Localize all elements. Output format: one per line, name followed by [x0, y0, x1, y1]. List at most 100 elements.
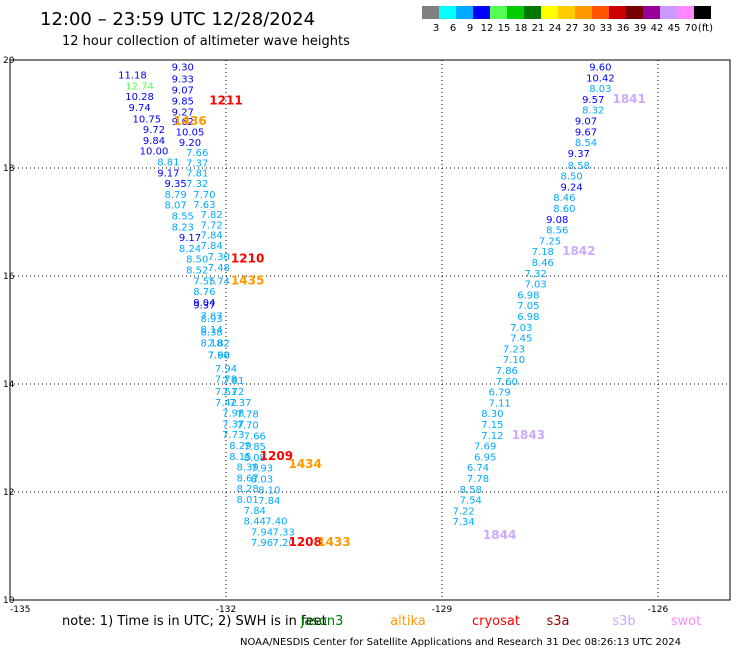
swh-point: 8.81: [157, 158, 179, 169]
swh-point: 9.07: [172, 86, 194, 97]
scale-label: 39: [634, 23, 647, 34]
pass-label: 1209: [260, 449, 293, 463]
swh-point: 9.27: [172, 107, 194, 118]
swh-point: 8.50: [186, 255, 208, 266]
swh-point: 8.54: [575, 138, 597, 149]
swh-point: 8.01: [236, 495, 258, 506]
swh-point: 7.37: [186, 159, 208, 170]
swh-point: 7.30: [208, 252, 230, 263]
swh-point: 7.93: [251, 464, 273, 475]
swh-point: 8.07: [164, 201, 186, 212]
swh-point: 7.63: [193, 200, 215, 211]
swh-point: 7.96: [251, 538, 273, 549]
y-tick-label: 20: [3, 56, 15, 66]
swh-point: 8.32: [582, 106, 604, 117]
swh-point: 7.33: [272, 527, 294, 538]
satellite-name: swot: [671, 614, 701, 629]
swh-point: 9.37: [193, 301, 215, 312]
scale-swatch: [575, 6, 592, 19]
pass-label: 1842: [562, 244, 595, 258]
x-tick-label: -129: [432, 605, 453, 615]
grid-lines: [10, 60, 730, 600]
scale-swatch: [541, 6, 558, 19]
swh-point: 7.70: [236, 421, 258, 432]
swh-point: 7.15: [481, 420, 503, 431]
y-tick-label: 10: [3, 596, 15, 606]
swh-point: 10.42: [586, 73, 615, 84]
swh-point: 7.20: [272, 538, 294, 549]
plot-frame: [9, 59, 731, 601]
color-scale-legend: 3 6 9 12 15 18 21 24 27 30 33 36 39 42 45 70 (ft): [422, 6, 713, 34]
y-tick-label: 14: [3, 380, 15, 390]
swh-point: 9.04: [193, 298, 215, 309]
scale-label: 12: [481, 23, 494, 34]
swh-point: 8.46: [532, 258, 554, 269]
swh-point: 7.73: [222, 430, 244, 441]
footer-note: note: 1) Time is in UTC; 2) SWH is in fe…: [62, 614, 327, 629]
swh-point: 8.55: [172, 212, 194, 223]
scale-swatch: [609, 6, 626, 19]
swh-point: 7.98: [208, 350, 230, 361]
swh-point: 8.30: [481, 409, 503, 420]
swh-point: 7.32: [524, 269, 546, 280]
swh-point: 7.98: [222, 409, 244, 420]
footer-credit: NOAA/NESDIS Center for Satellite Applica…: [240, 637, 681, 648]
satellite-name: s3a: [546, 614, 569, 629]
swh-point: 7.60: [496, 377, 518, 388]
x-tick-label: -132: [216, 605, 236, 615]
swh-point: 6.95: [474, 452, 496, 463]
swh-point: 7.84: [200, 230, 222, 241]
pass-label: 1436: [173, 114, 206, 128]
scale-label: 9: [467, 23, 473, 34]
satellite-name: cryosat: [472, 614, 520, 629]
scale-label: 70: [685, 23, 698, 34]
scale-swatch: [490, 6, 507, 19]
chart-title: 12:00 – 23:59 UTC 12/28/2024: [40, 9, 315, 30]
scale-swatch: [456, 6, 473, 19]
swh-point: 7.03: [524, 280, 546, 291]
y-tick-label: 12: [3, 488, 14, 498]
swh-point: 7.37: [229, 398, 251, 409]
scale-swatch: [643, 6, 660, 19]
x-tick-label: -126: [648, 605, 669, 615]
swh-point: 9.20: [179, 138, 201, 149]
swh-point: 7.55: [193, 276, 215, 287]
scale-label: 3: [433, 23, 439, 34]
scale-label: 27: [566, 23, 579, 34]
pass-label: 1208: [288, 535, 321, 549]
scale-swatch: [422, 6, 439, 19]
swh-point: 9.84: [143, 136, 165, 147]
swh-point: 9.08: [546, 215, 568, 226]
swh-point: 8.28: [236, 484, 258, 495]
scale-swatch: [660, 6, 677, 19]
swh-point: 9.35: [164, 179, 186, 190]
swh-point: 8.79: [164, 190, 186, 201]
swh-point: 7.54: [460, 496, 482, 507]
pass-label: 1433: [317, 535, 350, 549]
satellite-name: jason3: [300, 614, 344, 629]
swh-point: 7.85: [244, 442, 266, 453]
swh-point: 9.17: [179, 233, 201, 244]
pass-label: 1211: [209, 94, 242, 108]
swh-point: 7.11: [488, 398, 510, 409]
swh-point: 7.37: [222, 419, 244, 430]
swh-point: 7.32: [186, 179, 208, 190]
swh-point: 7.81: [186, 168, 208, 179]
satellite-legend: jason3 altika cryosat s3a s3b swot: [300, 614, 702, 629]
swh-point: 8.24: [179, 244, 201, 255]
scale-swatch: [507, 6, 524, 19]
swh-point: 7.10: [503, 355, 525, 366]
swh-point: 7.69: [474, 442, 496, 453]
swh-point: 7.66: [244, 431, 266, 442]
swh-point: 8.58: [568, 161, 590, 172]
swh-point: 7.82: [208, 338, 230, 349]
scale-unit: (ft): [698, 23, 713, 34]
swh-point: 8.44: [244, 517, 266, 528]
satellite-name: altika: [390, 614, 426, 629]
swh-point: 7.82: [200, 210, 222, 221]
scale-swatch: [558, 6, 575, 19]
swh-point: 8.14: [200, 325, 222, 336]
swh-point: 8.08: [244, 453, 266, 464]
